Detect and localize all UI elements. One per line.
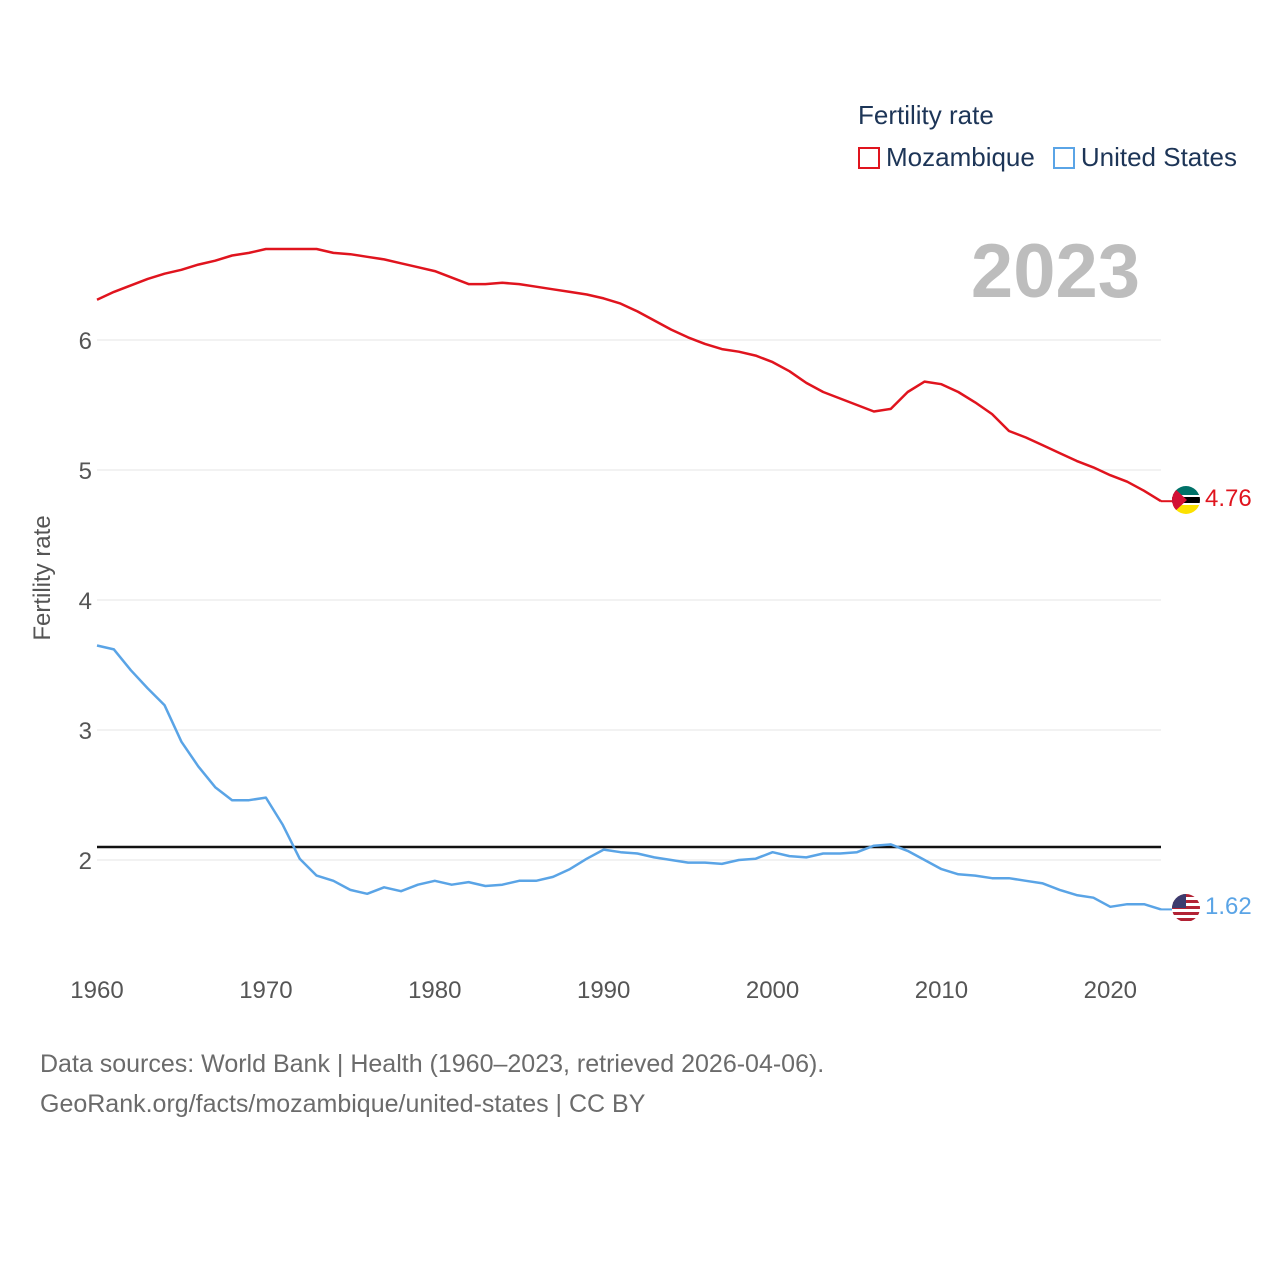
series-line-united-states — [96, 644, 1162, 911]
x-tick-label-1980: 1980 — [408, 977, 461, 1004]
legend-label-mozambique: Mozambique — [886, 142, 1035, 172]
footer-link[interactable]: GeoRank.org/facts/mozambique/united-stat… — [40, 1090, 646, 1118]
x-tick-label-1990: 1990 — [577, 977, 630, 1004]
series-line-mozambique — [96, 247, 1162, 503]
legend-swatch-mozambique — [858, 146, 880, 169]
mozambique-flag-icon — [1172, 486, 1200, 514]
legend-item-united-states[interactable]: United States — [1052, 142, 1237, 173]
y-axis-ticks: 2 3 4 5 6 — [79, 328, 92, 875]
x-tick-label-2020: 2020 — [1084, 977, 1137, 1004]
x-tick-label-1960: 1960 — [70, 977, 123, 1004]
united-states-flag-icon — [1172, 894, 1200, 922]
y-tick-label-2: 2 — [79, 848, 92, 875]
series-lines — [96, 247, 1172, 911]
y-tick-label-3: 3 — [79, 718, 92, 745]
y-tick-label-5: 5 — [79, 458, 92, 485]
legend-label-united-states: United States — [1080, 142, 1237, 172]
y-tick-label-6: 6 — [79, 328, 92, 355]
current-year-label: 2023 — [970, 229, 1140, 314]
legend: Mozambique United States — [858, 142, 1255, 173]
footer: Data sources: World Bank | Health (1960–… — [40, 1044, 824, 1124]
united-states-end-value: 1.62 — [1205, 893, 1252, 920]
legend-item-mozambique[interactable]: Mozambique — [858, 142, 1035, 173]
x-tick-label-1970: 1970 — [239, 977, 292, 1004]
x-tick-label-2010: 2010 — [915, 977, 968, 1004]
y-axis-label: Fertility rate — [29, 515, 56, 641]
y-tick-label-4: 4 — [79, 588, 92, 615]
footer-sources: Data sources: World Bank | Health (1960–… — [40, 1050, 825, 1078]
x-axis-ticks: 1960 1970 1980 1990 2000 2010 2020 — [70, 977, 1137, 1004]
legend-swatch-united-states — [1052, 146, 1075, 169]
mozambique-end-value: 4.76 — [1205, 485, 1252, 512]
x-tick-label-2000: 2000 — [746, 977, 799, 1004]
legend-title: Fertility rate — [858, 100, 994, 130]
gridlines — [97, 339, 1161, 861]
